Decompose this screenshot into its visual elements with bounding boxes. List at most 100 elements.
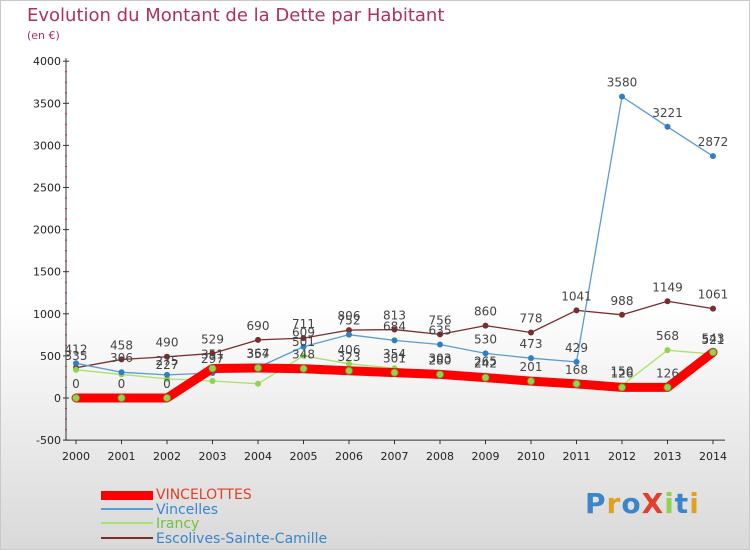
data-label: 354 <box>383 347 406 361</box>
data-label: 690 <box>247 319 270 333</box>
data-point <box>482 322 489 329</box>
data-label: 635 <box>429 324 452 338</box>
data-point <box>390 368 399 377</box>
data-point <box>254 364 262 372</box>
x-tick-label: 2002 <box>153 450 181 463</box>
data-label: 684 <box>383 319 406 333</box>
y-tick-label: 500 <box>40 350 61 363</box>
data-point <box>710 305 716 312</box>
y-tick-label: 3000 <box>33 139 61 152</box>
data-label: 0 <box>72 377 80 391</box>
data-label: 543 <box>702 331 725 345</box>
data-label: 306 <box>110 351 133 365</box>
data-label: 568 <box>656 329 679 343</box>
data-label: 3221 <box>652 106 683 120</box>
data-label: 265 <box>474 355 497 369</box>
data-label: 1041 <box>561 289 592 303</box>
data-point <box>163 394 171 402</box>
data-label: 364 <box>247 346 270 360</box>
data-point <box>391 326 398 333</box>
data-label: 778 <box>520 311 543 325</box>
x-tick-label: 2004 <box>244 450 272 463</box>
data-point <box>209 350 216 357</box>
data-label: 490 <box>156 336 179 350</box>
data-label: 335 <box>65 349 88 363</box>
data-label: 752 <box>338 314 361 328</box>
data-point <box>300 343 307 350</box>
data-label: 458 <box>110 338 133 352</box>
data-label: 473 <box>520 337 543 351</box>
data-point <box>300 352 307 359</box>
data-point <box>527 377 535 385</box>
proxiti-logo: ProXiti <box>585 487 700 520</box>
y-tick-label: 0 <box>54 392 61 405</box>
data-label: 301 <box>383 352 406 366</box>
data-label: 756 <box>429 313 452 327</box>
data-label: 126 <box>656 366 679 380</box>
data-label: 1061 <box>698 288 729 302</box>
data-point <box>300 335 307 342</box>
data-label: 201 <box>520 360 543 374</box>
data-label: 2872 <box>698 135 729 149</box>
data-point <box>255 380 261 387</box>
data-point <box>73 366 79 373</box>
data-point <box>664 298 671 305</box>
x-tick-label: 2007 <box>381 450 409 463</box>
data-point <box>73 360 79 367</box>
data-point <box>437 331 443 338</box>
x-tick-label: 2000 <box>62 450 90 463</box>
x-tick-label: 2011 <box>563 450 591 463</box>
data-label: 323 <box>338 350 361 364</box>
data-label: 297 <box>201 352 224 366</box>
data-point <box>528 355 534 362</box>
y-tick-label: -500 <box>36 434 61 447</box>
data-label: 126 <box>611 366 634 380</box>
data-label: 1149 <box>652 280 683 294</box>
data-point <box>117 394 126 402</box>
data-label: 348 <box>292 348 315 362</box>
x-tick-label: 2006 <box>335 450 363 463</box>
data-point <box>118 356 125 363</box>
data-label: 609 <box>292 326 315 340</box>
data-label: 429 <box>565 341 588 355</box>
y-tick-label: 2000 <box>33 224 61 237</box>
data-point <box>164 353 170 360</box>
legend-swatch-irancy <box>101 522 153 524</box>
data-point <box>437 341 443 348</box>
y-tick-label: 2500 <box>33 182 61 195</box>
x-tick-label: 2012 <box>608 450 636 463</box>
data-point <box>618 383 626 392</box>
data-label: 357 <box>247 347 270 361</box>
data-point <box>346 327 352 334</box>
legend-swatch-vincelles <box>101 508 153 510</box>
data-label: 351 <box>201 347 224 361</box>
data-label: 275 <box>156 354 179 368</box>
data-point <box>255 336 261 343</box>
x-tick-label: 2001 <box>108 450 136 463</box>
y-tick-label: 3500 <box>33 97 61 110</box>
data-point <box>482 350 489 357</box>
data-label: 0 <box>163 377 171 391</box>
data-point <box>710 153 716 160</box>
data-label: 412 <box>65 342 88 356</box>
legend-label-escolives: Escolives-Sainte-Camille <box>156 531 328 547</box>
data-point <box>391 337 398 344</box>
data-point <box>436 370 444 379</box>
data-point <box>299 364 308 373</box>
data-label: 813 <box>383 309 406 323</box>
data-label: 521 <box>702 333 725 347</box>
x-tick-label: 2005 <box>290 450 318 463</box>
data-point <box>481 373 490 382</box>
x-tick-label: 2008 <box>426 450 454 463</box>
data-label: 0 <box>118 377 126 391</box>
data-label: 406 <box>338 343 361 357</box>
data-label: 168 <box>565 363 588 377</box>
data-point <box>345 366 353 375</box>
data-label: 530 <box>474 332 497 346</box>
y-tick-label: 1500 <box>33 266 61 279</box>
x-tick-label: 2003 <box>199 450 227 463</box>
unit-label: (en €) <box>27 29 60 42</box>
data-point <box>619 93 625 100</box>
legend-label-vincelles: Vincelles <box>156 502 219 518</box>
